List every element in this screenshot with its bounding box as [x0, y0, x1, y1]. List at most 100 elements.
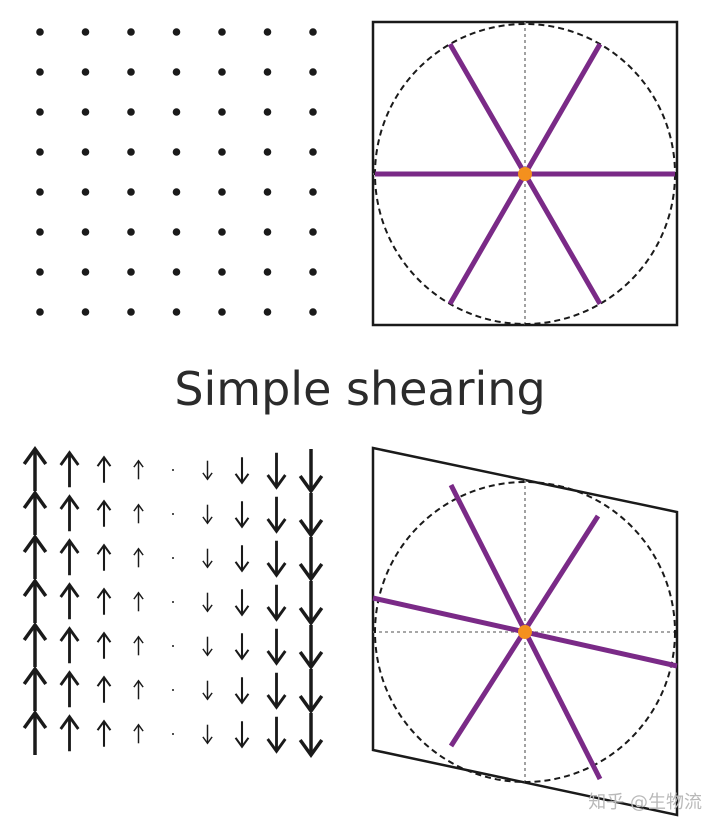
- arrow-up: [133, 723, 144, 744]
- arrow-head: [59, 626, 80, 642]
- grid-dot: [127, 308, 135, 316]
- arrow-head: [234, 693, 250, 705]
- zero-velocity-dot: [172, 733, 174, 735]
- arrow-down: [202, 504, 213, 525]
- grid-dot: [172, 268, 181, 276]
- grid-dot: [172, 188, 181, 196]
- arrow-head: [234, 649, 250, 661]
- arrow-head: [266, 606, 287, 622]
- arrow-down: [202, 724, 213, 745]
- grid-dot: [36, 268, 44, 276]
- grid-dot: [263, 108, 272, 116]
- grid-dot: [218, 268, 226, 276]
- arrow-head: [96, 587, 112, 599]
- arrow-up: [96, 499, 112, 527]
- grid-dot: [263, 148, 272, 156]
- arrow-up: [22, 622, 48, 667]
- zero-velocity-dot: [172, 601, 174, 603]
- arrow-up: [59, 538, 80, 576]
- arrow-down: [266, 452, 287, 490]
- arrow-down: [266, 496, 287, 534]
- arrow-down: [298, 449, 324, 494]
- arrow-down: [234, 589, 250, 617]
- arrow-head: [202, 736, 213, 745]
- arrow-head: [202, 516, 213, 525]
- grid-dot: [36, 108, 44, 116]
- diagram-title: Simple shearing: [174, 362, 546, 416]
- zero-velocity-dot: [172, 557, 174, 559]
- arrow-down: [234, 545, 250, 573]
- arrow-up: [59, 582, 80, 620]
- grid-dot: [172, 308, 181, 316]
- panel-sheared: [371, 446, 679, 817]
- arrow-head: [59, 670, 80, 686]
- arrow-head: [22, 578, 48, 598]
- arrow-head: [298, 694, 324, 714]
- arrow-head: [234, 561, 250, 573]
- zero-velocity-dot: [172, 689, 174, 691]
- arrow-head: [133, 679, 144, 688]
- arrow-head: [22, 446, 48, 466]
- arrow-up: [22, 446, 48, 491]
- grid-dot: [172, 68, 181, 76]
- arrow-head: [266, 694, 287, 710]
- arrow-up: [96, 719, 112, 747]
- arrow-head: [202, 648, 213, 657]
- grid-dot: [218, 188, 226, 196]
- arrow-down: [298, 713, 324, 758]
- arrow-head: [59, 582, 80, 598]
- grid-dot: [127, 108, 135, 116]
- grid-dot: [81, 188, 90, 196]
- arrow-down: [202, 636, 213, 657]
- center-point: [518, 625, 532, 639]
- arrow-head: [234, 737, 250, 749]
- grid-dot: [127, 28, 135, 36]
- arrow-up: [133, 635, 144, 656]
- grid-dot: [263, 268, 272, 276]
- arrow-down: [234, 457, 250, 485]
- arrow-down: [266, 540, 287, 578]
- arrow-head: [96, 455, 112, 467]
- zero-velocity-dot: [172, 513, 174, 515]
- sheared-frame: [371, 446, 679, 817]
- arrow-head: [96, 543, 112, 555]
- arrow-head: [96, 499, 112, 511]
- arrow-up: [133, 679, 144, 700]
- grid-dot: [36, 188, 44, 196]
- arrow-head: [298, 738, 324, 758]
- arrow-head: [59, 450, 80, 466]
- arrow-up: [22, 666, 48, 711]
- arrow-up: [59, 494, 80, 532]
- grid-dot: [172, 148, 181, 156]
- arrow-head: [133, 635, 144, 644]
- grid-dot: [36, 68, 44, 76]
- velocity-field-arrows: [22, 446, 324, 758]
- arrow-head: [96, 631, 112, 643]
- zero-velocity-dot: [172, 469, 174, 471]
- grid-dot: [263, 188, 272, 196]
- arrow-head: [298, 606, 324, 626]
- arrow-down: [234, 501, 250, 529]
- grid-dot: [36, 28, 44, 36]
- watermark: 知乎 @生物流: [588, 792, 702, 813]
- arrow-down: [202, 460, 213, 481]
- grid-dot: [81, 148, 90, 156]
- arrow-head: [59, 538, 80, 554]
- arrow-head: [266, 474, 287, 490]
- arrow-head: [298, 518, 324, 538]
- grid-dot: [81, 68, 90, 76]
- arrow-up: [96, 455, 112, 483]
- arrow-head: [266, 650, 287, 666]
- arrow-down: [298, 625, 324, 670]
- grid-dot: [36, 228, 44, 236]
- arrow-up: [22, 534, 48, 579]
- arrow-head: [298, 650, 324, 670]
- arrow-up: [133, 547, 144, 568]
- grid-dot: [172, 28, 181, 36]
- arrow-head: [133, 459, 144, 468]
- arrow-head: [202, 472, 213, 481]
- arrow-down: [298, 493, 324, 538]
- grid-dot: [36, 308, 44, 316]
- arrow-head: [22, 622, 48, 642]
